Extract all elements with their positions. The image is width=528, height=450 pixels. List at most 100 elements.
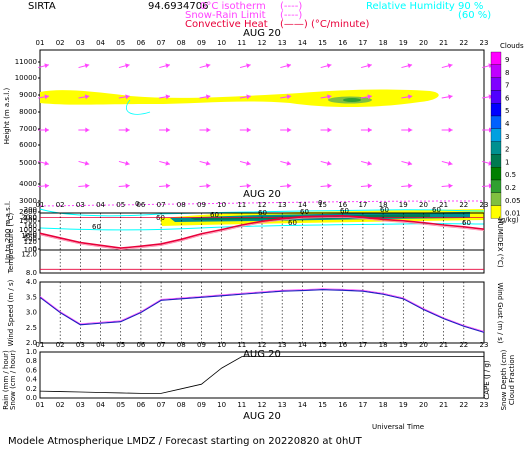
isotherm-value: 0	[318, 199, 322, 207]
cloud-x-tick-bottom: 11	[237, 201, 246, 209]
wind-arrow	[159, 63, 171, 69]
wind-arrow-head	[85, 127, 90, 133]
station-coordinates: 94.6934706	[148, 1, 208, 12]
lower-height-tick: 200	[24, 206, 37, 214]
cloud-frame	[39, 49, 485, 251]
wind-arrow-head	[367, 183, 372, 189]
wind-arrow	[159, 94, 171, 100]
height-axis-label: Height (m a.s.l.)	[3, 88, 11, 145]
wind-arrow-head	[367, 160, 372, 166]
rh-contour-label: 60	[210, 211, 219, 219]
wind-arrow-head	[206, 94, 211, 100]
wind-arrow	[280, 160, 292, 166]
wind-arrow	[239, 160, 251, 166]
wind-x-tick: 11	[237, 341, 246, 349]
wind-arrow	[401, 127, 413, 133]
rain-x-tick: 05	[116, 401, 125, 409]
cloud-x-tick-bottom: 21	[439, 201, 448, 209]
height-tick: 2000	[19, 208, 37, 216]
rain-y-tick: 0.4	[26, 376, 38, 384]
rain-x-tick: 14	[298, 401, 307, 409]
wind-arrow	[118, 94, 130, 100]
cloud-date-label-bottom: AUG 20	[243, 189, 281, 200]
wind-arrow-head	[367, 63, 372, 69]
wind-x-tick: 13	[278, 341, 287, 349]
height-tick: 4000	[19, 180, 37, 188]
wind-x-tick: 10	[217, 341, 226, 349]
colorbar-swatch	[490, 179, 502, 193]
wind-arrow	[78, 63, 90, 69]
rain-x-tick: 16	[338, 401, 347, 409]
colorbar-tick: 5	[505, 107, 509, 115]
height-tick: 11000	[15, 58, 37, 66]
wind-arrow-head	[326, 63, 332, 69]
wind-arrow	[401, 63, 413, 69]
temperature-series	[39, 214, 485, 249]
colorbar-tick: 9	[505, 56, 509, 64]
rain-x-tick: 03	[76, 401, 85, 409]
colorbar-swatch	[490, 141, 502, 155]
rh-60-contour	[125, 99, 151, 115]
cloud-x-tick-bottom: 04	[96, 201, 105, 209]
temp-y-tick: 20.0	[21, 214, 37, 222]
wind-arrow-head	[44, 94, 49, 100]
wind-x-tick: 12	[258, 341, 267, 349]
rain-x-tick: 06	[136, 401, 145, 409]
rain-y-tick: 0.2	[26, 385, 37, 393]
height-tick: 500	[24, 235, 37, 243]
wind-x-tick: 07	[157, 341, 166, 349]
wind-arrow-head	[205, 63, 211, 69]
wind-x-tick: 18	[379, 341, 388, 349]
height-tick: 6000	[19, 141, 37, 149]
rh-contour-label: 60	[340, 207, 349, 215]
wind-arrow	[401, 183, 413, 189]
rain-x-tick: 09	[197, 401, 206, 409]
wind-arrow-head	[125, 160, 130, 166]
snowrain-legend-key: (----)	[280, 10, 302, 21]
wind-arrow-head	[165, 183, 171, 189]
cloud-x-tick-bottom: 15	[318, 201, 327, 209]
rh-legend-label: Relative Humidity	[366, 1, 455, 12]
wind-arrow	[360, 127, 372, 133]
wind-arrow-head	[327, 183, 332, 189]
temp-y-tick: 8.0	[26, 269, 37, 277]
wind-x-tick: 08	[177, 341, 186, 349]
colorbar-swatch	[490, 205, 502, 219]
lower-height-tick: 140	[24, 230, 37, 238]
wind-arrow	[280, 63, 292, 69]
wind-arrow	[360, 183, 372, 189]
cloud-x-tick-bottom: 10	[217, 201, 226, 209]
cloud-x-tick-top: 07	[157, 39, 166, 47]
wind-arrow	[38, 63, 49, 69]
cloud-x-tick-top: 11	[237, 39, 246, 47]
wind-x-tick: 19	[399, 341, 408, 349]
wind-arrow-head	[488, 94, 493, 100]
height-tick: 1500	[19, 217, 37, 225]
temp-y-tick: 16.0	[21, 232, 37, 240]
wind-arrow-head	[448, 127, 453, 133]
colorbar-title: Clouds	[500, 42, 524, 50]
colorbar-swatch	[490, 77, 502, 91]
wind-x-tick: 22	[459, 341, 468, 349]
cloud-x-tick-bottom: 01	[36, 201, 45, 209]
colorbar-swatch	[490, 90, 502, 104]
wind-arrow-head	[286, 94, 292, 100]
wind-arrow-head	[84, 94, 90, 100]
isotherm-legend-label: 0°C isotherm	[200, 1, 266, 12]
wind-x-tick: 23	[480, 341, 489, 349]
wind-x-tick: 02	[56, 341, 65, 349]
cloud-x-tick-top: 02	[56, 39, 65, 47]
wind-arrow-head	[205, 160, 211, 166]
wind-arrow-head	[447, 160, 453, 166]
colorbar-swatch	[490, 167, 502, 181]
cloud-x-tick-top: 23	[480, 39, 489, 47]
wind-arrow-head	[165, 63, 170, 69]
rain-x-tick: 20	[419, 401, 428, 409]
rain-x-tick: 11	[237, 401, 246, 409]
wind-arrow	[118, 63, 130, 69]
wind-arrow	[78, 127, 90, 133]
rain-x-tick: 13	[278, 401, 287, 409]
wind-arrow	[159, 160, 171, 166]
wind-arrow-head	[125, 183, 130, 189]
